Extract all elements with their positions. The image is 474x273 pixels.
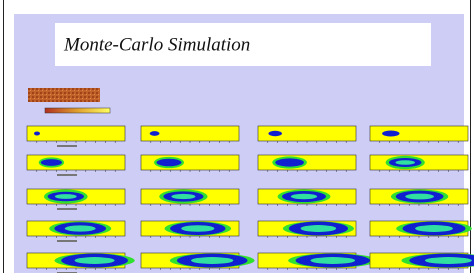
panel-caption — [57, 240, 77, 242]
blob-inner — [291, 194, 317, 200]
page: Monte-Carlo Simulation (() => { const da… — [0, 0, 474, 273]
panel-caption — [57, 174, 77, 176]
color-bar — [45, 108, 110, 113]
blob-inner — [405, 194, 434, 200]
blob-inner — [75, 257, 115, 264]
blob-inner — [310, 257, 355, 264]
blob-core — [275, 158, 304, 166]
blob-inner — [415, 225, 453, 232]
blob-inner — [171, 194, 195, 199]
blob-inner — [55, 194, 77, 199]
blob-core — [41, 159, 62, 166]
blob-core — [268, 131, 282, 136]
panel — [27, 126, 125, 141]
slide-screenshot: Monte-Carlo Simulation — [0, 0, 474, 273]
blob-core — [382, 130, 399, 136]
panel-caption — [57, 145, 77, 147]
blob-core — [157, 159, 182, 167]
blob-inner — [191, 257, 233, 264]
panel-caption — [57, 208, 77, 210]
blob-inner — [395, 160, 415, 164]
blob-core — [34, 132, 40, 136]
slide-title: Monte-Carlo Simulation — [63, 34, 250, 55]
blob-inner — [301, 225, 337, 232]
blob-inner — [425, 257, 472, 264]
blob-inner — [181, 225, 214, 232]
blob-inner — [65, 225, 96, 231]
noise-texture — [28, 88, 100, 102]
blob-core — [150, 131, 160, 136]
